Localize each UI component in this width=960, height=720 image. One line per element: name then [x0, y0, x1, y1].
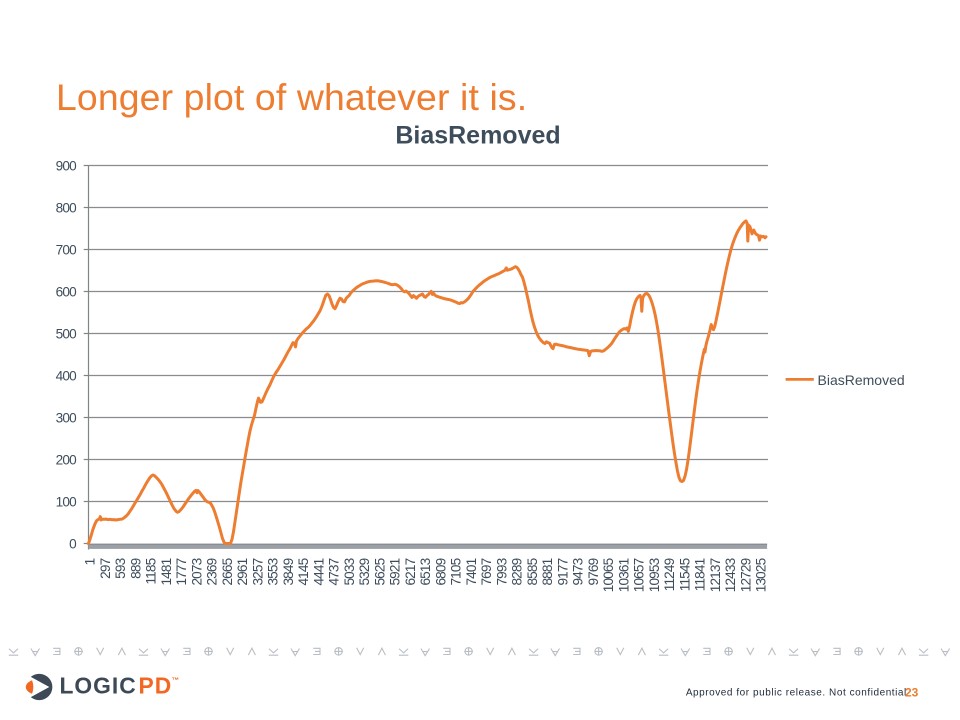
svg-text:™: ™: [172, 676, 180, 685]
svg-text:500: 500: [56, 327, 77, 342]
svg-text:3849: 3849: [281, 558, 296, 585]
svg-text:10065: 10065: [601, 558, 616, 592]
svg-text:8585: 8585: [525, 558, 540, 585]
svg-text:593: 593: [113, 558, 128, 578]
svg-text:10657: 10657: [632, 558, 647, 592]
svg-text:297: 297: [98, 558, 113, 578]
svg-text:700: 700: [56, 243, 77, 258]
svg-text:100: 100: [56, 495, 77, 510]
svg-text:8289: 8289: [510, 558, 525, 585]
svg-text:Longer plot of whatever it is.: Longer plot of whatever it is.: [56, 76, 527, 118]
svg-text:10953: 10953: [647, 558, 662, 592]
svg-text:6809: 6809: [434, 558, 449, 585]
svg-text:7697: 7697: [479, 558, 494, 585]
svg-text:12729: 12729: [739, 558, 754, 592]
svg-text:4441: 4441: [312, 558, 327, 585]
svg-text:7993: 7993: [495, 558, 510, 585]
svg-text:900: 900: [56, 159, 77, 174]
svg-text:13025: 13025: [754, 558, 769, 592]
svg-text:5329: 5329: [357, 558, 372, 585]
svg-text:8881: 8881: [540, 558, 555, 585]
svg-text:9473: 9473: [571, 558, 586, 585]
svg-text:LOGIC PD: LOGIC PD: [60, 673, 173, 699]
svg-text:600: 600: [56, 285, 77, 300]
svg-text:2961: 2961: [235, 558, 250, 585]
svg-text:1481: 1481: [159, 558, 174, 585]
svg-text:300: 300: [56, 411, 77, 426]
svg-text:6513: 6513: [418, 558, 433, 585]
svg-text:200: 200: [56, 453, 77, 468]
svg-text:9177: 9177: [556, 558, 571, 585]
svg-text:4145: 4145: [296, 558, 311, 585]
svg-text:5625: 5625: [373, 558, 388, 585]
svg-text:12433: 12433: [723, 558, 738, 592]
svg-text:1: 1: [83, 558, 98, 565]
svg-text:Approved for public release. N: Approved for public release. Not confide…: [686, 687, 907, 698]
svg-text:3257: 3257: [251, 558, 266, 585]
svg-text:6217: 6217: [403, 558, 418, 585]
svg-text:0: 0: [69, 537, 77, 552]
svg-text:10361: 10361: [617, 558, 632, 592]
svg-text:2665: 2665: [220, 558, 235, 585]
svg-text:1777: 1777: [174, 558, 189, 585]
svg-text:3553: 3553: [266, 558, 281, 585]
svg-text:4737: 4737: [327, 558, 342, 585]
svg-text:5921: 5921: [388, 558, 403, 585]
svg-text:800: 800: [56, 201, 77, 216]
svg-text:1185: 1185: [144, 558, 159, 584]
svg-text:400: 400: [56, 369, 77, 384]
svg-text:2369: 2369: [205, 558, 220, 585]
svg-text:11545: 11545: [678, 558, 693, 591]
svg-text:9769: 9769: [586, 558, 601, 585]
svg-text:2073: 2073: [190, 558, 205, 585]
svg-text:7105: 7105: [449, 558, 464, 585]
svg-text:889: 889: [129, 558, 144, 578]
svg-text:5033: 5033: [342, 558, 357, 585]
svg-text:7401: 7401: [464, 558, 479, 585]
svg-text:11841: 11841: [693, 558, 708, 591]
svg-text:11249: 11249: [662, 558, 677, 591]
svg-text:12137: 12137: [708, 558, 723, 592]
svg-text:BiasRemoved: BiasRemoved: [395, 122, 560, 150]
svg-text:BiasRemoved: BiasRemoved: [818, 372, 905, 388]
svg-text:23: 23: [905, 685, 919, 699]
